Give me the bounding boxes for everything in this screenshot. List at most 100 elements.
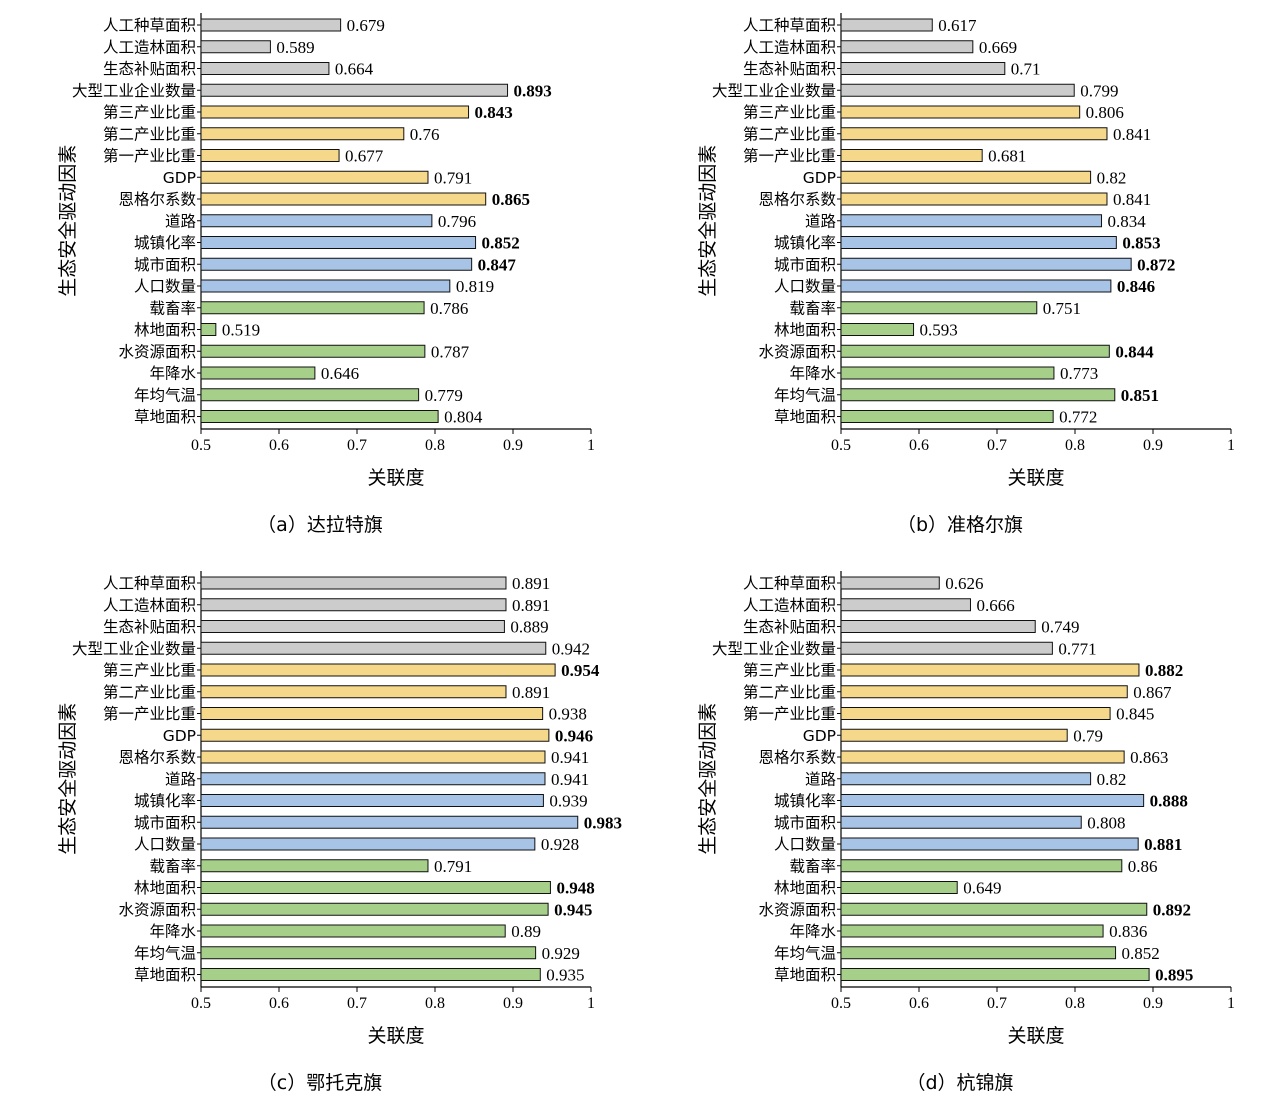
bar: [200, 772, 546, 786]
value-label: 0.771: [1058, 639, 1096, 658]
category-label: 人口数量: [774, 836, 836, 854]
value-label: 0.519: [222, 321, 260, 340]
value-label: 0.938: [549, 705, 587, 724]
category-label: 恩格尔系数: [118, 749, 196, 767]
bar: [200, 105, 470, 119]
bar: [200, 946, 537, 960]
category-label: 道路: [805, 212, 837, 230]
value-label: 0.681: [988, 147, 1026, 166]
value-label: 0.946: [555, 726, 593, 745]
value-label: 0.891: [512, 596, 550, 615]
bar: [200, 410, 439, 423]
x-tick-label: 0.9: [1143, 437, 1163, 454]
bar: [840, 815, 1082, 829]
x-tick-label: 1: [1227, 995, 1235, 1012]
value-label: 0.819: [456, 277, 494, 296]
value-label: 0.79: [1073, 726, 1103, 745]
category-label: 草地面积: [134, 408, 196, 426]
value-label: 0.71: [1011, 60, 1041, 79]
value-label: 0.772: [1059, 408, 1097, 427]
category-label: 年降水: [789, 923, 836, 941]
category-label: 城市面积: [134, 814, 196, 832]
bar: [200, 815, 579, 829]
bar: [840, 323, 915, 336]
category-label: 人口数量: [774, 278, 836, 296]
category-label: 城市面积: [774, 814, 836, 832]
value-label: 0.649: [963, 879, 1001, 898]
x-tick-label: 0.6: [269, 437, 289, 454]
value-label: 0.893: [514, 81, 552, 100]
value-label: 0.852: [482, 234, 520, 253]
value-label: 0.89: [511, 922, 541, 941]
value-label: 0.844: [1115, 342, 1154, 361]
bar: [200, 344, 426, 358]
category-label: 水资源面积: [118, 343, 196, 361]
bar: [840, 946, 1117, 960]
bar: [840, 83, 1075, 97]
bar: [840, 750, 1125, 764]
value-label: 0.941: [551, 770, 589, 789]
category-label: 城镇化率: [774, 792, 836, 810]
category-label: 人工造林面积: [103, 38, 196, 56]
bar: [840, 366, 1055, 380]
bar: [840, 236, 1117, 249]
category-label: 城镇化率: [774, 234, 836, 252]
value-label: 0.843: [475, 103, 513, 122]
chart-panel-d: 0.5 0.6 0.7 0.8 0.9 1 关联度 生态安全驱动因素 人工种草面积 0.626 人工…: [640, 558, 1269, 1058]
value-label: 0.669: [979, 38, 1017, 57]
chart-svg-d: 0.5 0.6 0.7 0.8 0.9 1 关联度 生态安全驱动因素 人工种草面积 0.626 人工…: [697, 571, 1235, 1047]
x-tick-label: 0.7: [987, 995, 1007, 1012]
value-label: 0.796: [438, 212, 476, 231]
x-tick-label: 0.5: [831, 437, 851, 454]
bar: [200, 192, 487, 206]
category-label: 第一产业比重: [743, 705, 836, 723]
value-label: 0.867: [1133, 683, 1172, 702]
value-label: 0.889: [510, 618, 548, 637]
x-axis-title: 关联度: [1007, 1025, 1064, 1047]
bar: [840, 410, 1054, 423]
category-label: 恩格尔系数: [758, 749, 836, 767]
bar: [200, 149, 340, 162]
bar: [200, 707, 544, 720]
bar: [200, 902, 549, 916]
value-label: 0.666: [976, 596, 1014, 615]
category-label: 载畜率: [789, 299, 836, 317]
value-label: 0.82: [1097, 770, 1127, 789]
value-label: 0.799: [1080, 81, 1118, 100]
value-label: 0.786: [430, 299, 468, 318]
category-label: 人工造林面积: [103, 596, 196, 614]
value-label: 0.865: [492, 190, 530, 209]
value-label: 0.846: [1117, 277, 1155, 296]
x-tick-label: 0.6: [909, 995, 929, 1012]
value-label: 0.872: [1137, 255, 1175, 274]
category-label: 第一产业比重: [103, 147, 196, 165]
bar: [840, 707, 1111, 720]
value-label: 0.881: [1144, 835, 1182, 854]
value-label: 0.891: [512, 574, 550, 593]
value-label: 0.942: [552, 639, 590, 658]
category-label: 水资源面积: [758, 343, 836, 361]
bar: [840, 18, 933, 32]
value-label: 0.773: [1060, 364, 1098, 383]
bar: [840, 902, 1148, 916]
bar: [200, 170, 429, 184]
bar: [200, 62, 330, 75]
category-label: 大型工业企业数量: [712, 640, 836, 658]
y-axis-title: 生态安全驱动因素: [57, 145, 79, 297]
value-label: 0.808: [1087, 813, 1125, 832]
value-label: 0.882: [1145, 661, 1183, 680]
bar: [200, 257, 473, 271]
chart-panel-a: 0.5 0.6 0.7 0.8 0.9 1 关联度 生态安全驱动因素 人工种草面积 0.679 人工…: [0, 0, 640, 500]
category-label: 城镇化率: [134, 234, 196, 252]
chart-svg-a: 0.5 0.6 0.7 0.8 0.9 1 关联度 生态安全驱动因素 人工种草面积 0.679 人工…: [57, 13, 595, 489]
bar: [840, 301, 1038, 315]
category-label: 载畜率: [149, 857, 196, 875]
x-tick-label: 0.5: [831, 995, 851, 1012]
value-label: 0.929: [542, 944, 580, 963]
value-label: 0.853: [1122, 234, 1160, 253]
value-label: 0.928: [541, 835, 579, 854]
value-label: 0.852: [1122, 944, 1160, 963]
chart-svg-b: 0.5 0.6 0.7 0.8 0.9 1 关联度 生态安全驱动因素 人工种草面积 0.617 人工…: [697, 13, 1235, 489]
value-label: 0.806: [1086, 103, 1124, 122]
value-label: 0.847: [478, 255, 517, 274]
